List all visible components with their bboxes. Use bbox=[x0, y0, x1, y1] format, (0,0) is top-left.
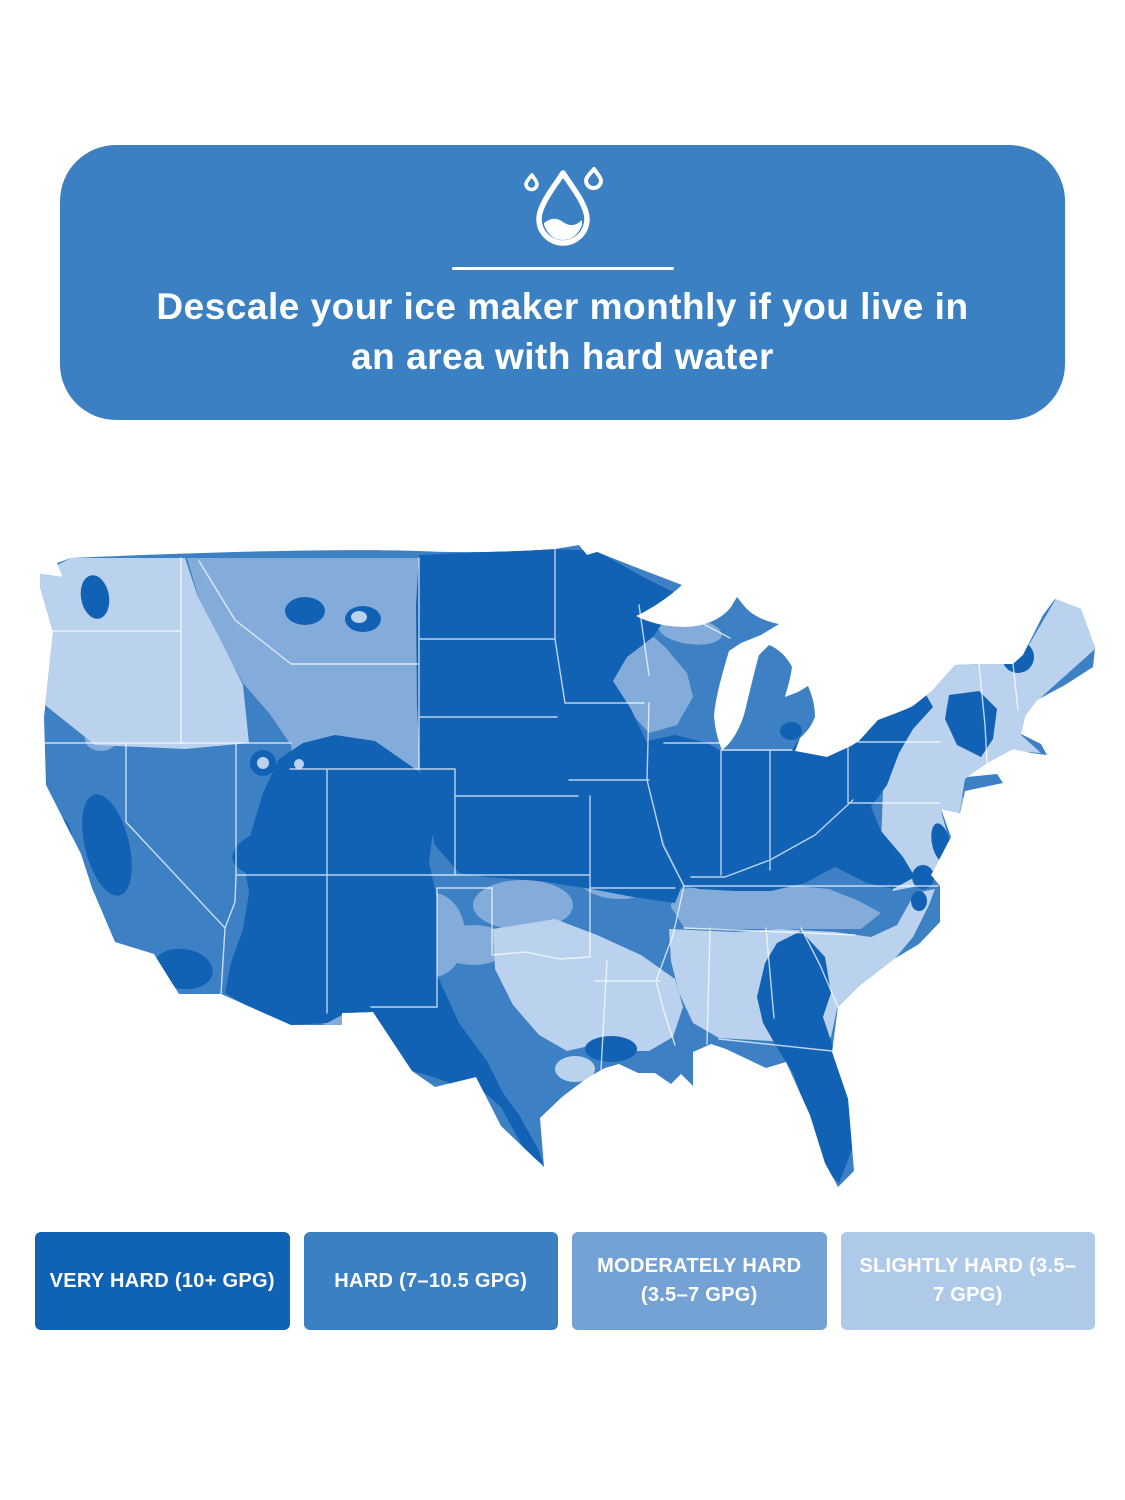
region-dark-south-utah bbox=[232, 824, 342, 878]
legend-very-hard-label: VERY HARD (10+ GPG) bbox=[49, 1269, 275, 1292]
us-water-hardness-map bbox=[35, 545, 1095, 1205]
legend-hard: HARD (7–10.5 GPG) bbox=[303, 1232, 558, 1330]
region-light-montana-inner-spot bbox=[351, 611, 367, 623]
hardness-legend: VERY HARD (10+ GPG) HARD (7–10.5 GPG) MO… bbox=[35, 1232, 1095, 1330]
region-light-colorado-dot bbox=[294, 759, 304, 769]
region-moderate-oklahoma bbox=[473, 880, 573, 930]
region-light-east-texas bbox=[493, 919, 683, 1051]
banner-title: Descale your ice maker monthly if you li… bbox=[156, 282, 968, 382]
region-dark-southern-new-england bbox=[945, 691, 997, 757]
map-svg bbox=[40, 545, 1095, 1187]
banner-title-line1: Descale your ice maker monthly if you li… bbox=[156, 286, 969, 327]
region-dark-maine-spot bbox=[1002, 641, 1034, 673]
region-dark-florida bbox=[757, 931, 853, 1183]
region-dark-southeast-michigan bbox=[780, 722, 802, 740]
region-moderate-tennessee bbox=[671, 886, 881, 929]
region-dark-puget-sound bbox=[80, 575, 110, 619]
region-light-idaho-spot bbox=[182, 653, 220, 681]
region-dark-california-valley bbox=[82, 794, 132, 896]
legend-moderately-hard-label: MODERATELY HARD (3.5–7 GPG) bbox=[597, 1255, 802, 1306]
legend-very-hard: VERY HARD (10+ GPG) bbox=[35, 1232, 290, 1330]
banner-title-line2: an area with hard water bbox=[351, 336, 774, 377]
banner-divider bbox=[451, 267, 674, 270]
legend-slightly-hard: SLIGHTLY HARD (3.5–7 GPG) bbox=[840, 1232, 1095, 1330]
region-dark-great-plains bbox=[416, 549, 683, 903]
legend-moderately-hard: MODERATELY HARD (3.5–7 GPG) bbox=[572, 1232, 827, 1330]
legend-slightly-hard-label: SLIGHTLY HARD (3.5–7 GPG) bbox=[859, 1255, 1077, 1306]
info-banner: Descale your ice maker monthly if you li… bbox=[60, 145, 1065, 420]
region-dark-virginia-coast bbox=[912, 865, 934, 889]
region-light-utah-dot bbox=[257, 757, 269, 769]
region-dark-louisiana-delta bbox=[585, 1036, 637, 1062]
legend-hard-label: HARD (7–10.5 GPG) bbox=[334, 1269, 528, 1292]
region-light-south-texas-spot bbox=[555, 1056, 595, 1082]
region-dark-carolina-coast bbox=[911, 891, 927, 911]
state-borders bbox=[40, 548, 1019, 1071]
regions-light-inner-spots bbox=[257, 611, 367, 769]
region-dark-montana-spot-1 bbox=[285, 597, 325, 625]
water-drop-icon bbox=[523, 167, 603, 246]
